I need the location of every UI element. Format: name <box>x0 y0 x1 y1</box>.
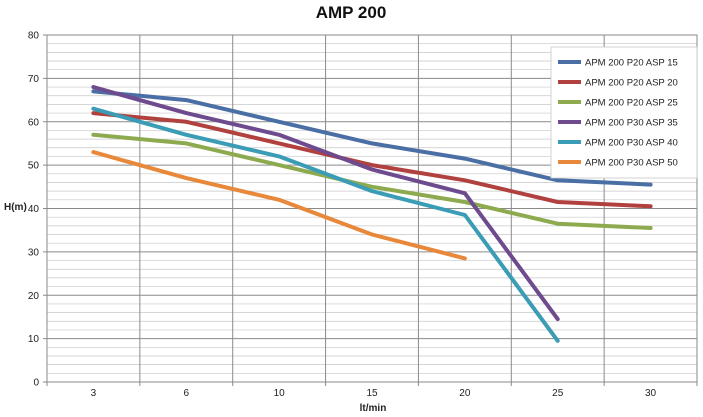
x-axis-ticks: 3 6 10 15 20 25 30 <box>46 382 698 399</box>
y-tick-label: 40 <box>28 204 40 215</box>
y-tick-label: 10 <box>28 334 40 345</box>
y-tick-label: 60 <box>28 117 40 128</box>
series-line <box>91 132 653 230</box>
chart-legend: APM 200 P20 ASP 15 APM 200 P20 ASP 20 APM … <box>550 46 698 179</box>
series-line <box>91 89 653 187</box>
legend-entry: APM 200 P20 ASP 20 <box>585 78 678 89</box>
series-line <box>91 111 653 209</box>
x-tick-label: 6 <box>184 388 190 399</box>
x-axis-label: lt/min <box>360 403 387 414</box>
y-tick-label: 30 <box>28 247 40 258</box>
y-tick-label: 70 <box>28 74 40 85</box>
legend-entry: APM 200 P20 ASP 15 <box>585 58 678 69</box>
series-line <box>91 106 560 343</box>
legend-box <box>550 46 698 179</box>
x-tick-label: 3 <box>91 388 97 399</box>
legend-entry: APM 200 P20 ASP 25 <box>585 98 678 109</box>
y-tick-label: 20 <box>28 291 40 302</box>
x-tick-label: 20 <box>459 388 471 399</box>
x-tick-label: 15 <box>366 388 378 399</box>
series-lines <box>91 85 653 343</box>
legend-entry: APM 200 P30 ASP 50 <box>585 158 678 169</box>
y-axis-ticks: 0 10 20 30 40 50 60 70 80 <box>28 31 47 389</box>
y-axis-label: H(m) <box>4 202 27 213</box>
y-tick-label: 0 <box>33 378 39 389</box>
x-tick-label: 25 <box>552 388 564 399</box>
y-tick-label: 50 <box>28 161 40 172</box>
series-line <box>91 150 467 261</box>
legend-entry: APM 200 P30 ASP 40 <box>585 138 678 149</box>
legend-entry: APM 200 P30 ASP 35 <box>585 118 678 129</box>
x-tick-label: 30 <box>645 388 657 399</box>
chart-title: AMP 200 <box>316 3 387 22</box>
series-line <box>91 85 560 322</box>
x-tick-label: 10 <box>274 388 286 399</box>
y-tick-label: 80 <box>28 31 40 42</box>
